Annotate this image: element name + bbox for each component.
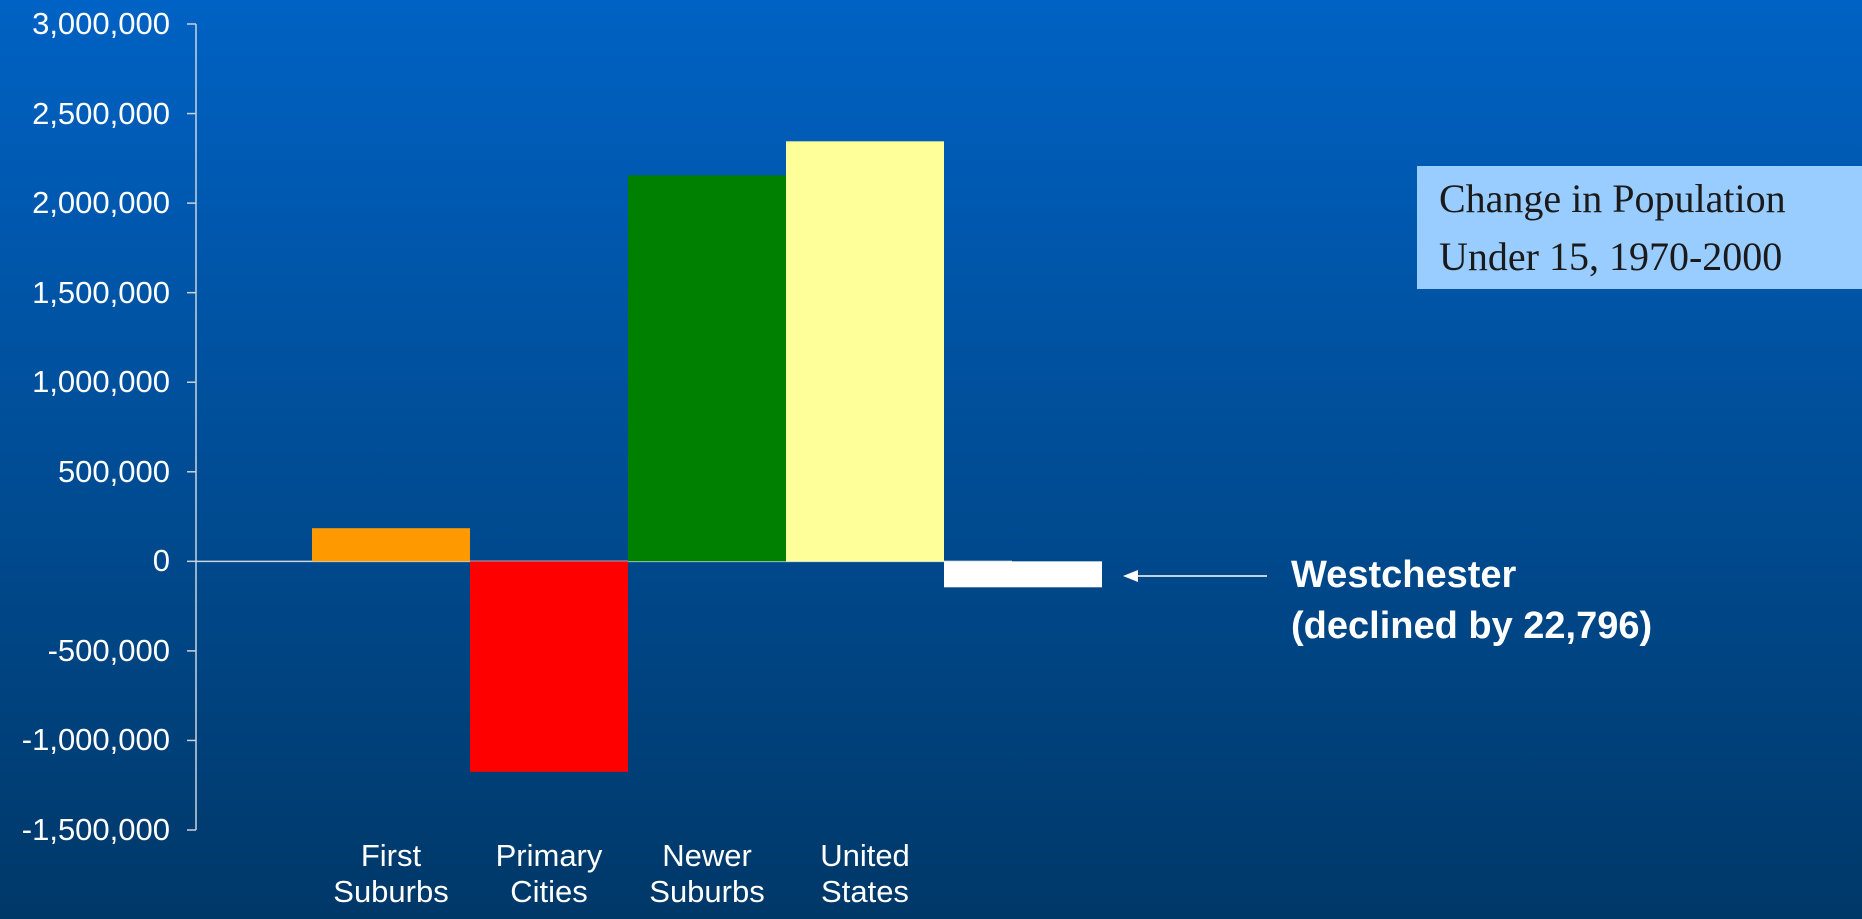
bar (786, 141, 944, 562)
y-tick-label: -1,000,000 (21, 722, 170, 758)
y-tick-label: -500,000 (47, 632, 170, 668)
y-tick-label: -1,500,000 (21, 812, 170, 847)
arrow-head (1123, 570, 1138, 582)
y-tick-label: 1,000,000 (32, 364, 170, 400)
chart-title: Change in Population Under 15, 1970-2000 (1417, 166, 1862, 289)
annotation: Westchester (1291, 554, 1517, 596)
y-tick-label: 500,000 (57, 453, 170, 489)
x-tick-label: First Suburbs (333, 838, 449, 909)
bar (312, 528, 470, 562)
y-tick-label: 1,500,000 (32, 274, 170, 310)
x-tick-label: United States (820, 838, 910, 909)
bar (628, 175, 786, 562)
y-tick-label: 2,500,000 (32, 95, 170, 131)
bar (470, 561, 628, 772)
bar (944, 561, 1102, 588)
annotation: (declined by 22,796) (1291, 605, 1653, 647)
x-tick-label: Primary Cities (495, 838, 603, 909)
x-tick-label: Newer Suburbs (649, 838, 765, 909)
y-tick-label: 0 (152, 543, 170, 579)
y-tick-label: 3,000,000 (32, 6, 170, 41)
y-tick-label: 2,000,000 (32, 185, 170, 221)
